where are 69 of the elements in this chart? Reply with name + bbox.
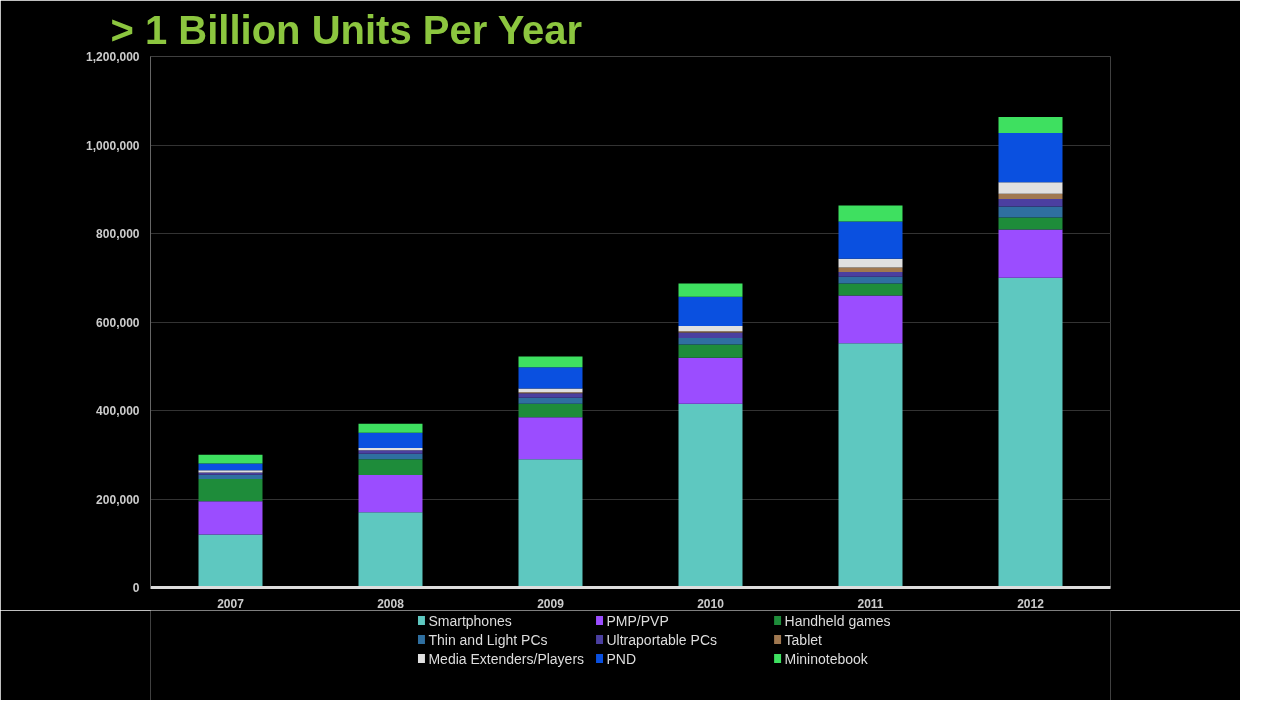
bar — [998, 277, 1063, 588]
y-tick-label: 400,000 — [96, 404, 140, 418]
bar — [678, 337, 743, 345]
legend-label: PMP/PVP — [606, 612, 669, 629]
bar — [518, 356, 583, 368]
bar — [838, 267, 903, 272]
bar — [998, 206, 1063, 218]
bar — [678, 357, 743, 404]
bar — [838, 295, 903, 344]
bar — [518, 393, 583, 398]
bar — [838, 258, 903, 268]
bar — [998, 198, 1063, 207]
bar — [358, 512, 423, 588]
legend-label: Tablet — [784, 631, 823, 648]
x-tick-label: 2012 — [1017, 596, 1045, 611]
bar — [998, 182, 1063, 194]
bar — [838, 343, 903, 588]
bar — [198, 479, 263, 502]
bar — [358, 475, 423, 513]
y-tick-label: 1,200,000 — [86, 50, 140, 64]
bar — [998, 229, 1063, 278]
bar — [198, 474, 263, 480]
bar — [358, 453, 423, 460]
bar — [198, 454, 263, 464]
legend-label: Ultraportable PCs — [606, 631, 717, 648]
bar — [838, 276, 903, 284]
bar — [678, 344, 743, 358]
x-tick-label: 2011 — [857, 596, 884, 611]
bar — [518, 388, 583, 393]
bar — [678, 296, 743, 326]
bar — [838, 272, 903, 277]
bar — [678, 332, 743, 338]
bar — [358, 423, 423, 433]
bar — [838, 221, 903, 259]
bar — [198, 501, 263, 535]
y-tick-label: 1,000,000 — [86, 138, 140, 153]
legend-label: Handheld games — [784, 612, 891, 629]
bar — [838, 283, 903, 296]
legend-label: PND — [606, 650, 637, 667]
legend-label: Thin and Light PCs — [428, 631, 548, 648]
bar — [518, 403, 583, 418]
bar — [838, 205, 903, 222]
bar — [678, 325, 743, 332]
chart-title: > 1 Billion Units Per Year — [110, 7, 583, 52]
y-tick-label: 0 — [132, 581, 140, 595]
bar — [998, 133, 1063, 183]
bar — [518, 367, 583, 389]
bar — [358, 459, 423, 476]
bar — [518, 397, 583, 404]
legend-label: Media Extenders/Players — [428, 650, 585, 667]
x-tick-label: 2008 — [377, 596, 405, 611]
legend-label: Smartphones — [428, 612, 512, 629]
bar — [518, 459, 583, 588]
bar — [998, 193, 1063, 199]
bar — [358, 432, 423, 449]
bar — [518, 417, 583, 460]
x-tick-label: 2010 — [697, 596, 725, 611]
bar — [998, 217, 1063, 230]
bar — [678, 403, 743, 588]
y-tick-label: 600,000 — [96, 315, 140, 330]
bar — [198, 463, 263, 471]
legend-label: Mininotebook — [784, 650, 869, 667]
x-tick-label: 2007 — [217, 596, 245, 611]
bar — [998, 117, 1063, 134]
y-tick-label: 800,000 — [96, 227, 140, 241]
bar — [198, 534, 263, 588]
y-tick-label: 200,000 — [96, 492, 140, 507]
x-tick-label: 2009 — [537, 596, 565, 611]
bar — [678, 283, 743, 297]
